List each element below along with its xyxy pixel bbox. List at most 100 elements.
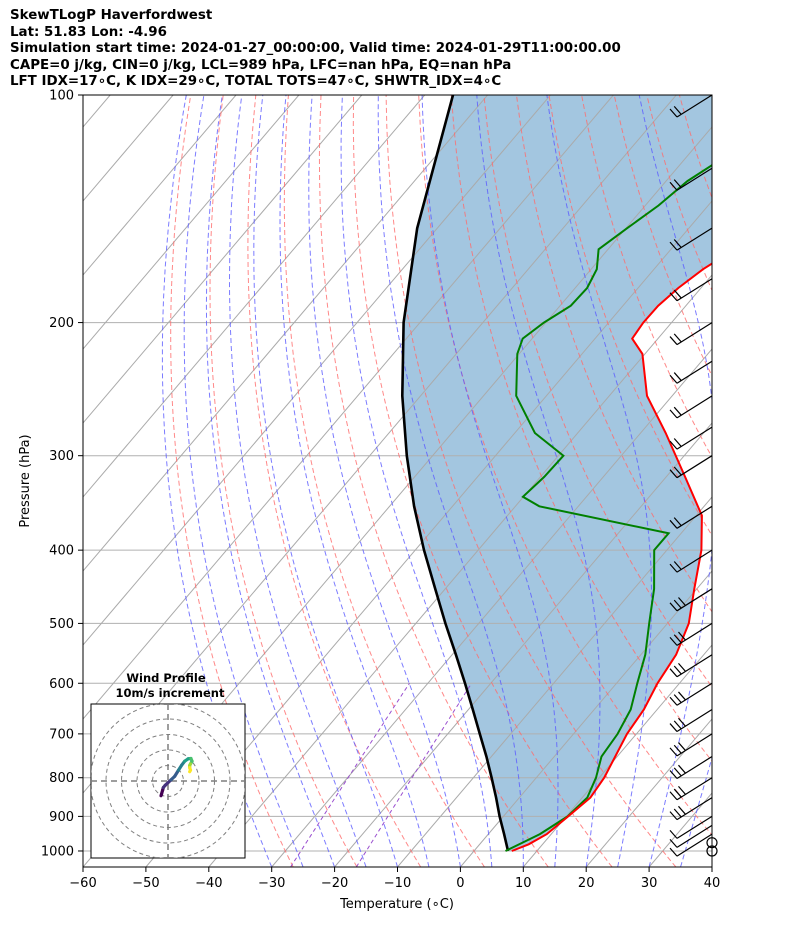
dry-adiabat (483, 95, 712, 688)
isotherm-line (83, 95, 300, 350)
isotherm-line (145, 200, 712, 867)
wind-barb (669, 395, 713, 419)
hodograph-inset: Wind Profile 10m/s increment (90, 671, 246, 859)
x-tick-label: −30 (258, 876, 285, 891)
wind-barbs (669, 94, 718, 857)
moist-adiabat (476, 95, 601, 867)
hodograph-ring (105, 718, 231, 844)
y-tick-label: 300 (49, 449, 74, 464)
temperature-line (511, 262, 712, 852)
moist-adiabat (205, 95, 336, 867)
dry-adiabat (318, 95, 549, 867)
y-axis-ticks: 100 200 300 400 500 600 700 800 900 1000 (41, 89, 83, 859)
moist-adiabat (308, 95, 461, 867)
hodograph-ring (136, 749, 200, 813)
wind-barb (669, 777, 713, 801)
dry-adiabat (418, 95, 712, 836)
isotherm-line (460, 570, 712, 867)
y-tick-label: 500 (49, 617, 74, 632)
dry-adiabat (581, 95, 712, 458)
x-tick-label: 40 (704, 876, 721, 891)
shaded-area (402, 95, 712, 851)
header-location: Lat: 51.83 Lon: -4.96 (10, 24, 167, 40)
y-tick-label: 1000 (41, 844, 74, 859)
dry-adiabat (247, 95, 422, 867)
x-tick-label: 20 (578, 876, 595, 891)
moist-adiabat (229, 95, 367, 867)
moist-adiabat (253, 95, 398, 867)
y-tick-label: 600 (49, 677, 74, 692)
x-tick-label: −60 (69, 876, 96, 891)
wind-barb (669, 227, 713, 251)
moist-adiabat (340, 95, 493, 867)
header-times: Simulation start time: 2024-01-27_00:00:… (10, 41, 621, 57)
wind-barb (669, 756, 713, 780)
wind-barb (669, 94, 713, 118)
mixing-ratio-lines (290, 683, 473, 867)
isotherm-line (83, 95, 237, 276)
header-cape: CAPE=0 j/kg, CIN=0 j/kg, LCL=989 hPa, LF… (10, 57, 512, 73)
dry-adiabats (170, 95, 794, 867)
isotherm-line (271, 348, 712, 867)
y-tick-label: 700 (49, 727, 74, 742)
wind-barb (669, 505, 713, 529)
wind-barb (669, 815, 713, 839)
profile-lines (400, 95, 712, 852)
moist-adiabat (546, 95, 652, 867)
hodograph-segment (188, 768, 193, 774)
isotherm-line (522, 644, 712, 867)
isotherm-line (83, 95, 614, 720)
wind-barb (669, 797, 713, 821)
cape-cin-shading (402, 95, 712, 851)
y-tick-label: 400 (49, 544, 74, 559)
wind-barb (669, 455, 713, 479)
y-axis-label: Pressure (hPa) (18, 434, 33, 527)
wind-barb (669, 733, 713, 757)
chart-header: SkewTLogP Haverfordwest Lat: 51.83 Lon: … (10, 8, 621, 91)
dry-adiabat (711, 95, 712, 98)
wind-barb (669, 622, 713, 646)
dry-adiabat (516, 95, 712, 613)
wind-barb (669, 322, 713, 346)
isotherm-line (83, 95, 426, 498)
wind-barb (669, 278, 713, 302)
isotherm-line (397, 496, 712, 867)
dry-adiabat (170, 95, 294, 867)
x-axis-label: Temperature (∘C) (339, 897, 454, 912)
wind-barb (669, 360, 713, 384)
y-tick-label: 800 (49, 771, 74, 786)
hodograph-subtitle: 10m/s increment (116, 686, 225, 700)
x-tick-label: −20 (321, 876, 348, 891)
dewpoint-line (505, 163, 712, 852)
x-tick-label: 10 (515, 876, 532, 891)
y-tick-label: 100 (49, 89, 74, 104)
dry-adiabat (209, 95, 358, 867)
dry-adiabat (777, 95, 794, 867)
wind-barb (669, 426, 713, 450)
hodograph-title: Wind Profile (126, 671, 206, 685)
dry-adiabat (283, 95, 485, 867)
mixing-ratio-line (290, 683, 410, 867)
isotherm-line (83, 95, 551, 646)
isotherm-line (83, 95, 363, 424)
moist-adiabat (183, 95, 304, 867)
dry-adiabat (745, 95, 794, 867)
moist-adiabat (711, 865, 712, 867)
moist-adiabat (421, 95, 559, 867)
header-indices: LFT IDX=17∘C, K IDX=29∘C, TOTAL TOTS=47∘… (10, 74, 502, 90)
x-tick-label: 30 (641, 876, 658, 891)
y-tick-label: 200 (49, 316, 74, 331)
isotherm-line (711, 866, 712, 867)
wind-barb (669, 654, 713, 678)
wind-barb (669, 709, 713, 733)
dry-adiabat (385, 95, 677, 867)
isotherm-line (585, 718, 712, 867)
moist-adiabat (279, 95, 430, 867)
moist-adiabat (161, 95, 273, 867)
mixing-ratio-line (355, 683, 473, 867)
moist-adiabat (638, 95, 712, 867)
x-tick-label: 0 (456, 876, 464, 891)
wind-barb (669, 167, 713, 191)
parcel-line (400, 95, 510, 852)
